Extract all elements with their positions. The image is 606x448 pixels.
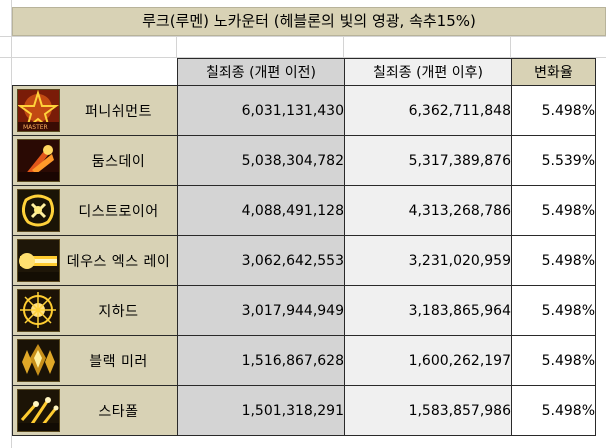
skill-name: 디스트로이어: [78, 203, 159, 220]
damage-after: 3,183,865,964: [344, 285, 512, 336]
skill-cell: 블랙 미러: [12, 335, 178, 386]
destroyer-icon: [17, 189, 60, 232]
skill-cell: MASTER 퍼니쉬먼트: [12, 85, 178, 136]
damage-after: 1,600,262,197: [344, 335, 512, 386]
header-change: 변화율: [511, 58, 596, 86]
change-rate: 5.498%: [511, 335, 596, 386]
punishment-icon: MASTER: [17, 89, 60, 132]
skill-cell: 데우스 엑스 레이: [12, 235, 178, 286]
jihad-icon: [17, 289, 60, 332]
damage-before: 5,038,304,782: [177, 135, 345, 186]
starfall-icon: [17, 389, 60, 432]
skill-cell: 지하드: [12, 285, 178, 336]
damage-before: 6,031,131,430: [177, 85, 345, 136]
skill-cell: 디스트로이어: [12, 185, 178, 236]
skill-name: 퍼니쉬먼트: [85, 103, 152, 120]
sheet-title: 루크(루멘) 노카운터 (헤블론의 빛의 영광, 속추15%): [12, 7, 606, 36]
damage-after: 3,231,020,959: [344, 235, 512, 286]
change-rate: 5.498%: [511, 285, 596, 336]
damage-before: 3,017,944,949: [177, 285, 345, 336]
damage-before: 4,088,491,128: [177, 185, 345, 236]
table-row: 데우스 엑스 레이 3,062,642,553 3,231,020,959 5.…: [12, 235, 596, 286]
skill-cell: 스타폴: [12, 385, 178, 436]
skill-name: 스타폴: [98, 403, 139, 420]
table-row: 블랙 미러 1,516,867,628 1,600,262,197 5.498%: [12, 335, 596, 386]
header-blank: [12, 58, 178, 86]
change-rate: 5.498%: [511, 185, 596, 236]
damage-before: 1,501,318,291: [177, 385, 345, 436]
change-rate: 5.498%: [511, 385, 596, 436]
damage-after: 5,317,389,876: [344, 135, 512, 186]
skill-name: 블랙 미러: [89, 353, 148, 370]
header-row: 칠죄종 (개편 이전) 칠죄종 (개편 이후) 변화율: [12, 58, 596, 86]
damage-after: 1,583,857,986: [344, 385, 512, 436]
doomsday-icon: [17, 139, 60, 182]
deus-ex-ray-icon: [17, 239, 60, 282]
table-row: 디스트로이어 4,088,491,128 4,313,268,786 5.498…: [12, 185, 596, 236]
header-before: 칠죄종 (개편 이전): [177, 58, 345, 86]
damage-before: 3,062,642,553: [177, 235, 345, 286]
damage-after: 6,362,711,848: [344, 85, 512, 136]
damage-after: 4,313,268,786: [344, 185, 512, 236]
table-row: 스타폴 1,501,318,291 1,583,857,986 5.498%: [12, 385, 596, 436]
change-rate: 5.498%: [511, 85, 596, 136]
change-rate: 5.498%: [511, 235, 596, 286]
damage-before: 1,516,867,628: [177, 335, 345, 386]
skill-name: 둠스데이: [91, 153, 146, 170]
change-rate: 5.539%: [511, 135, 596, 186]
skill-name: 데우스 엑스 레이: [66, 253, 171, 270]
black-mirror-icon: [17, 339, 60, 382]
table-row: 지하드 3,017,944,949 3,183,865,964 5.498%: [12, 285, 596, 336]
svg-text:MASTER: MASTER: [23, 124, 48, 131]
table-row: 둠스데이 5,038,304,782 5,317,389,876 5.539%: [12, 135, 596, 186]
header-after: 칠죄종 (개편 이후): [344, 58, 512, 86]
skill-cell: 둠스데이: [12, 135, 178, 186]
damage-table: 칠죄종 (개편 이전) 칠죄종 (개편 이후) 변화율 MASTER 퍼니쉬먼트…: [12, 58, 596, 436]
table-row: MASTER 퍼니쉬먼트 6,031,131,430 6,362,711,848…: [12, 85, 596, 136]
skill-name: 지하드: [98, 303, 139, 320]
